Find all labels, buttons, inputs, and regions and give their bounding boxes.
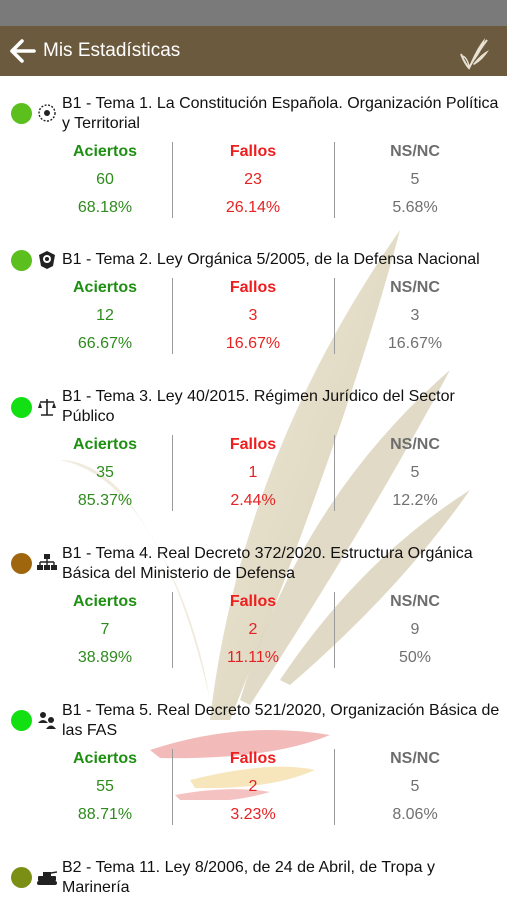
aciertos-count: 60 (96, 171, 114, 188)
fallos-count: 3 (248, 307, 258, 324)
fallos-percent: 3.23% (230, 806, 276, 823)
aciertos-count: 12 (96, 307, 114, 324)
status-bar (0, 0, 507, 26)
people-icon (38, 712, 56, 729)
fallos-label: Fallos (229, 750, 277, 767)
topic-stats: Aciertos 60 68.18% Fallos 23 26.14% NS/N… (0, 142, 507, 220)
aciertos-percent: 88.71% (77, 806, 133, 823)
aciertos-column: Aciertos 35 85.37% (24, 435, 186, 513)
divider (334, 278, 335, 354)
status-dot (11, 250, 32, 271)
topic-title: B1 - Tema 1. La Constitución Española. O… (62, 95, 499, 132)
aciertos-label: Aciertos (72, 593, 138, 610)
fallos-count: 2 (248, 621, 258, 638)
nsnc-label: NS/NC (390, 436, 440, 453)
nsnc-label: NS/NC (390, 143, 440, 160)
nsnc-column: NS/NC 5 5.68% (334, 142, 496, 220)
fallos-label: Fallos (229, 143, 277, 160)
divider (334, 142, 335, 218)
scales-icon (38, 399, 56, 416)
nsnc-percent: 50% (398, 649, 432, 666)
divider (334, 435, 335, 511)
aciertos-count: 55 (96, 778, 114, 795)
constitution-icon (38, 104, 56, 122)
fallos-percent: 26.14% (225, 199, 281, 216)
aciertos-column: Aciertos 7 38.89% (24, 592, 186, 670)
fallos-column: Fallos 3 16.67% (172, 278, 334, 356)
defense-emblem-icon (39, 251, 55, 269)
aciertos-count: 7 (100, 621, 110, 638)
fallos-column: Fallos 2 3.23% (172, 749, 334, 827)
nsnc-count: 3 (410, 307, 420, 324)
topic-stats: Aciertos 7 38.89% Fallos 2 11.11% NS/NC … (0, 592, 507, 670)
back-button[interactable] (10, 39, 36, 63)
divider (334, 592, 335, 668)
fallos-percent: 2.44% (230, 492, 276, 509)
aciertos-label: Aciertos (72, 436, 138, 453)
fallos-column: Fallos 23 26.14% (172, 142, 334, 220)
nsnc-count: 9 (410, 621, 420, 638)
aciertos-percent: 38.89% (77, 649, 133, 666)
nsnc-percent: 5.68% (392, 199, 438, 216)
nsnc-percent: 12.2% (392, 492, 438, 509)
wheat-logo-icon (460, 38, 489, 70)
topic-title: B1 - Tema 2. Ley Orgánica 5/2005, de la … (62, 251, 480, 268)
fallos-percent: 11.11% (227, 649, 279, 666)
fallos-column: Fallos 2 11.11% (172, 592, 334, 670)
nsnc-label: NS/NC (390, 750, 440, 767)
fallos-label: Fallos (229, 436, 277, 453)
nsnc-count: 5 (410, 778, 420, 795)
status-dot (11, 397, 32, 418)
tank-icon (37, 871, 57, 885)
aciertos-column: Aciertos 55 88.71% (24, 749, 186, 827)
divider (172, 749, 173, 825)
page-title: Mis Estadísticas (43, 40, 181, 61)
topic-title: B2 - Tema 11. Ley 8/2006, de 24 de Abril… (62, 859, 435, 896)
fallos-count: 2 (248, 778, 258, 795)
topic-stats: Aciertos 55 88.71% Fallos 2 3.23% NS/NC … (0, 749, 507, 827)
aciertos-label: Aciertos (72, 750, 138, 767)
divider (172, 142, 173, 218)
aciertos-count: 35 (96, 464, 114, 481)
nsnc-percent: 8.06% (392, 806, 438, 823)
aciertos-percent: 85.37% (77, 492, 133, 509)
arrow-left-icon (10, 39, 36, 63)
divider (172, 278, 173, 354)
fallos-count: 23 (244, 171, 262, 188)
aciertos-label: Aciertos (72, 279, 138, 296)
fallos-column: Fallos 1 2.44% (172, 435, 334, 513)
topic-stats: Aciertos 12 66.67% Fallos 3 16.67% NS/NC… (0, 278, 507, 356)
nsnc-column: NS/NC 5 12.2% (334, 435, 496, 513)
divider (334, 749, 335, 825)
fallos-count: 1 (248, 464, 258, 481)
status-dot (11, 710, 32, 731)
nsnc-count: 5 (410, 464, 420, 481)
aciertos-percent: 66.67% (77, 335, 133, 352)
topic-stats: Aciertos 35 85.37% Fallos 1 2.44% NS/NC … (0, 435, 507, 513)
app-bar: Mis Estadísticas (0, 26, 507, 76)
nsnc-column: NS/NC 3 16.67% (334, 278, 496, 356)
aciertos-column: Aciertos 60 68.18% (24, 142, 186, 220)
nsnc-percent: 16.67% (387, 335, 443, 352)
fallos-label: Fallos (229, 593, 277, 610)
topic-title: B1 - Tema 3. Ley 40/2015. Régimen Jurídi… (62, 388, 455, 425)
status-dot (11, 867, 32, 888)
divider (172, 435, 173, 511)
aciertos-percent: 68.18% (77, 199, 133, 216)
divider (172, 592, 173, 668)
nsnc-label: NS/NC (390, 279, 440, 296)
topic-title: B1 - Tema 5. Real Decreto 521/2020, Orga… (62, 702, 500, 739)
nsnc-column: NS/NC 9 50% (334, 592, 496, 670)
status-dot (11, 553, 32, 574)
topic-title: B1 - Tema 4. Real Decreto 372/2020. Estr… (62, 545, 473, 582)
organization-icon (37, 554, 57, 570)
fallos-percent: 16.67% (225, 335, 281, 352)
nsnc-label: NS/NC (390, 593, 440, 610)
aciertos-column: Aciertos 12 66.67% (24, 278, 186, 356)
nsnc-count: 5 (410, 171, 420, 188)
fallos-label: Fallos (229, 279, 277, 296)
aciertos-label: Aciertos (72, 143, 138, 160)
nsnc-column: NS/NC 5 8.06% (334, 749, 496, 827)
status-dot (11, 103, 32, 124)
